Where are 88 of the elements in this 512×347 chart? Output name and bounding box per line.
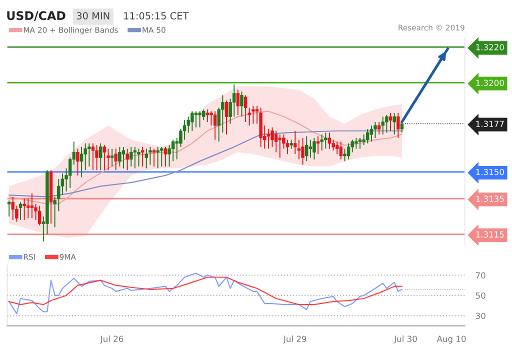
candlestick [126,148,129,171]
candlestick [354,138,358,150]
y-tick-label: 1.3177 [476,120,504,128]
candlestick [80,146,84,178]
text: 11:05:15 CET [124,12,189,20]
candlestick [182,120,186,140]
candlestick [22,198,26,221]
candlestick [148,146,152,166]
candlestick [99,142,102,171]
candlestick [137,148,140,168]
candlestick [286,139,290,155]
candlestick [110,148,114,168]
candlestick [198,110,202,128]
line-series [8,276,403,306]
y-tick-label: 1.3150 [476,168,504,176]
candlestick [358,138,362,150]
y-tick-label: 1.3135 [476,196,504,202]
candlestick [102,144,106,171]
line-series [8,110,403,205]
candlestick [388,112,392,132]
candlestick [88,142,91,168]
candlestick [140,146,144,168]
candlestick [244,94,248,122]
candlestick [194,110,198,128]
line-series [8,272,403,314]
candlestick [26,198,30,219]
candlestick [133,146,137,169]
candlestick [91,142,95,171]
candlestick [152,148,156,168]
x-tick-label: Jul 26 [100,336,124,344]
candlestick [30,192,34,219]
candlestick [144,148,148,169]
y-tick-label: 1.3115 [476,231,504,238]
candlestick [38,205,42,226]
candlestick [11,196,15,221]
candlestick [164,146,168,168]
candlestick [324,132,328,150]
candlestick [396,112,400,138]
candlestick [374,121,377,138]
candlestick [7,200,11,217]
candlestick [114,148,118,171]
candlestick [156,146,160,169]
candlestick [304,136,308,162]
candlestick [343,148,346,162]
candlestick [278,134,282,158]
x-tick-label: Aug 10 [436,336,466,344]
candlestick [328,132,332,150]
candlestick [385,114,388,134]
candlestick [236,89,240,116]
candlestick [297,139,301,160]
y-tick-label: 1.3200 [476,80,504,86]
y-tick-label: 70 [476,272,486,279]
candlestick [60,173,64,196]
y-tick-label: 1.3220 [476,44,504,50]
candlestick [18,202,22,221]
candlestick [392,112,396,135]
candlestick [370,125,374,142]
candlestick [274,130,278,153]
candlestick [95,144,98,171]
candlestick [320,134,324,151]
candlestick [266,128,270,150]
candlestick [312,138,316,160]
y-tick-label: 50 [476,292,486,299]
candlestick [224,100,228,135]
candlestick [190,110,194,132]
candlestick [206,109,210,122]
x-tick-label: Jul 30 [394,336,417,344]
candlestick [106,148,110,171]
candlestick [122,146,126,169]
candlestick [160,146,164,168]
chart-title: USD/CAD [7,11,66,22]
candlestick [346,142,350,160]
candlestick [381,116,384,135]
chart-subtitle: 30 MIN [76,12,110,20]
candlestick [118,146,122,168]
candlestick [252,105,255,124]
candlestick [213,110,217,140]
y-tick-label: 30 [476,312,486,319]
line-series [8,130,403,198]
candlestick [301,138,304,166]
candlestick [308,139,312,158]
candlestick [76,148,80,176]
candlestick [339,141,343,160]
x-tick-label: Jul 29 [283,336,306,344]
candlestick [377,121,381,135]
candlestick [240,91,244,118]
candlestick [130,146,133,168]
candlestick [366,128,370,144]
